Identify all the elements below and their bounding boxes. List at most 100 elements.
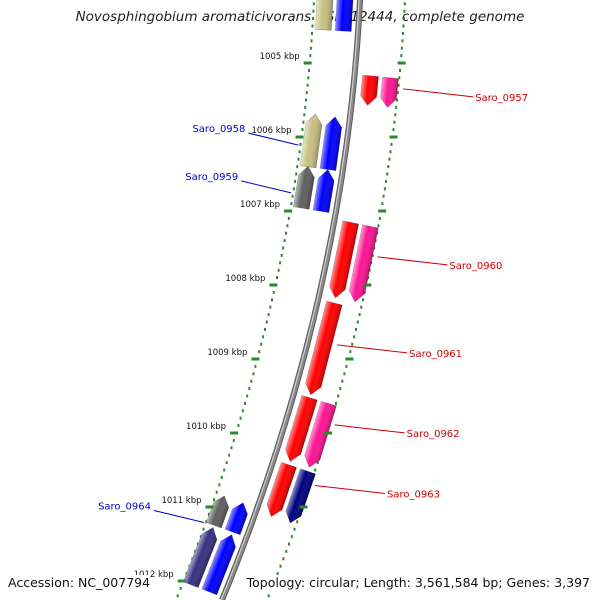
scale-dot [314, 468, 317, 472]
scale-dot [232, 438, 235, 442]
scale-dot [311, 24, 314, 28]
gene-labels: Saro_0957 Saro_0958 Saro_0959 Saro_0960 Saro… [98, 88, 528, 523]
scale-dot [389, 150, 392, 154]
scale-dot [316, 461, 319, 465]
scale-dot [311, 31, 313, 35]
major-tick [303, 61, 312, 65]
scale-dot [179, 586, 182, 590]
gene-arrow-shade [285, 468, 316, 524]
scale-dot [307, 76, 310, 80]
scale-dot [295, 172, 298, 176]
scale-dot [387, 165, 390, 169]
scale-dot [225, 461, 228, 465]
feature-saro-0957 [360, 74, 399, 108]
scale-dot [279, 261, 282, 265]
scale-dot [339, 387, 342, 391]
scale-dot [396, 91, 399, 95]
label-leader [241, 180, 292, 194]
scale-dot [397, 83, 400, 87]
scale-dot [291, 194, 294, 198]
gene-arrow-shade [349, 224, 379, 302]
scale-dot [207, 512, 210, 516]
scale-dot [312, 2, 315, 6]
scale-dot [399, 68, 401, 72]
tick-label: 1007 kbp [240, 200, 280, 210]
gene-label-saro-0959: Saro_0959 [185, 172, 238, 183]
scale-dot [312, 17, 314, 21]
scale-dot [398, 76, 401, 80]
scale-dot [241, 409, 244, 413]
scale-dot [386, 172, 389, 176]
scale-dot [254, 364, 257, 368]
label-leader [377, 256, 448, 266]
scale-dot [306, 83, 309, 87]
scale-dot [282, 557, 285, 561]
tick-label: 1006 kbp [251, 126, 291, 136]
scale-dot [267, 313, 270, 317]
scale-dot [202, 527, 205, 531]
scale-dot [394, 113, 397, 117]
scale-dot [377, 224, 380, 228]
scale-dot [280, 253, 283, 257]
scale-dot [262, 335, 265, 339]
scale-dot [279, 564, 282, 568]
gene-label-saro-0957: Saro_0957 [475, 93, 528, 104]
scale-dot [303, 113, 306, 117]
scale-dot [400, 46, 403, 50]
major-tick [269, 283, 278, 287]
topology-text: Topology: circular; Length: 3,561,584 bp… [246, 575, 590, 590]
major-tick [345, 357, 354, 361]
scale-dot [230, 446, 233, 450]
scale-dot [341, 379, 344, 383]
gene-arrow-shade [206, 495, 229, 528]
scale-dot [390, 142, 393, 146]
scale-dot [382, 194, 385, 198]
scale-dot [402, 24, 405, 28]
gene-label-saro-0961: Saro_0961 [409, 349, 462, 360]
scale-dot [400, 54, 403, 58]
label-leader [153, 510, 205, 523]
scale-dot [277, 268, 280, 272]
scale-dot [286, 224, 289, 228]
gene-arrow-shade [225, 502, 248, 535]
scale-dot [287, 216, 290, 220]
scale-dot [371, 253, 374, 257]
scale-dot [360, 305, 363, 309]
scale-dot [285, 549, 288, 553]
label-leader [314, 485, 386, 494]
scale-dot [276, 276, 278, 280]
scale-dot [197, 542, 199, 546]
scale-dot [218, 483, 221, 487]
major-tick [397, 61, 406, 65]
scale-dot [199, 535, 202, 539]
scale-dot [396, 98, 398, 102]
scale-dot [288, 542, 290, 546]
scale-dot [305, 91, 308, 95]
scale-dot [337, 394, 340, 398]
scale-dot [304, 105, 307, 109]
scale-dot [355, 327, 357, 331]
scale-dot [271, 298, 273, 302]
tick-label: 1008 kbp [225, 274, 265, 284]
gene-label-saro-0962: Saro_0962 [407, 429, 460, 440]
feature-unnamed-gene-0 [314, 0, 354, 32]
accession-text: Accession: NC_007794 [8, 575, 151, 590]
label-leader [337, 344, 408, 354]
scale-dot [302, 120, 305, 124]
scale-dot [272, 290, 275, 294]
scale-dot [267, 594, 270, 598]
scale-dot [215, 490, 218, 494]
scale-dot [228, 453, 231, 457]
scale-dot [383, 187, 386, 191]
scale-dot [309, 46, 312, 50]
scale-dot [381, 202, 384, 206]
scale-dot [264, 327, 266, 331]
scale-dot [260, 342, 263, 346]
major-tick [378, 209, 387, 213]
scale-dot [223, 468, 226, 472]
scale-dot [276, 572, 279, 576]
major-tick [284, 209, 293, 213]
tick-label: 1010 kbp [186, 422, 226, 432]
scale-dot [298, 150, 301, 154]
